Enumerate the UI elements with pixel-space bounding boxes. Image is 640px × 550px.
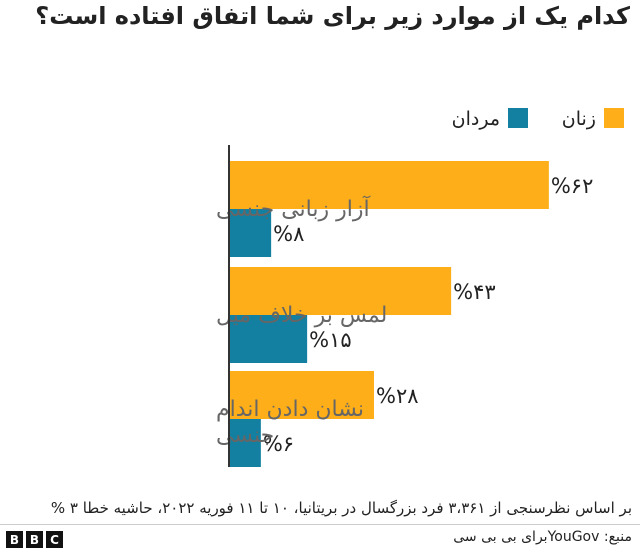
legend-label: مردان <box>452 108 500 130</box>
chart-plot: زنان مردان %۶۲ %۸ %۴۳ %۱۵ %۲۸ %۶ آزار زبانی جنسی… <box>216 108 624 467</box>
data-label: %۴۳ <box>453 280 496 304</box>
data-label: %۶۲ <box>551 174 594 198</box>
legend-swatch <box>604 108 624 128</box>
bbc-logo: B B C <box>6 531 63 548</box>
bbc-logo-letter: B <box>26 531 43 548</box>
bbc-logo-letter: B <box>6 531 23 548</box>
data-label: %۸ <box>273 222 304 246</box>
bar <box>230 209 272 257</box>
bar <box>230 419 261 467</box>
footer-divider <box>0 524 640 525</box>
bar <box>230 267 452 315</box>
legend-swatch <box>508 108 528 128</box>
category-label: لمس بر خلاف میل <box>216 303 387 328</box>
data-label: %۶ <box>263 432 294 456</box>
data-label: %۱۵ <box>309 328 352 352</box>
bbc-logo-letter: C <box>46 531 63 548</box>
legend-label: زنان <box>562 108 596 130</box>
data-label: %۲۸ <box>376 384 419 408</box>
category-label: نشان دادن اندام <box>216 397 364 422</box>
category-label: آزار زبانی جنسی <box>216 195 370 222</box>
category-label: جنسی <box>216 423 274 448</box>
source-note: منبع: YouGovبرای بی بی سی <box>453 529 632 545</box>
footnote: بر اساس نظرسنجی از ۳،۳۶۱ فرد بزرگسال در … <box>50 499 632 517</box>
bar <box>230 161 549 209</box>
bar <box>230 315 308 363</box>
bar <box>230 371 374 419</box>
chart-title: کدام یک از موارد زیر برای شما اتفاق افتا… <box>35 2 630 30</box>
